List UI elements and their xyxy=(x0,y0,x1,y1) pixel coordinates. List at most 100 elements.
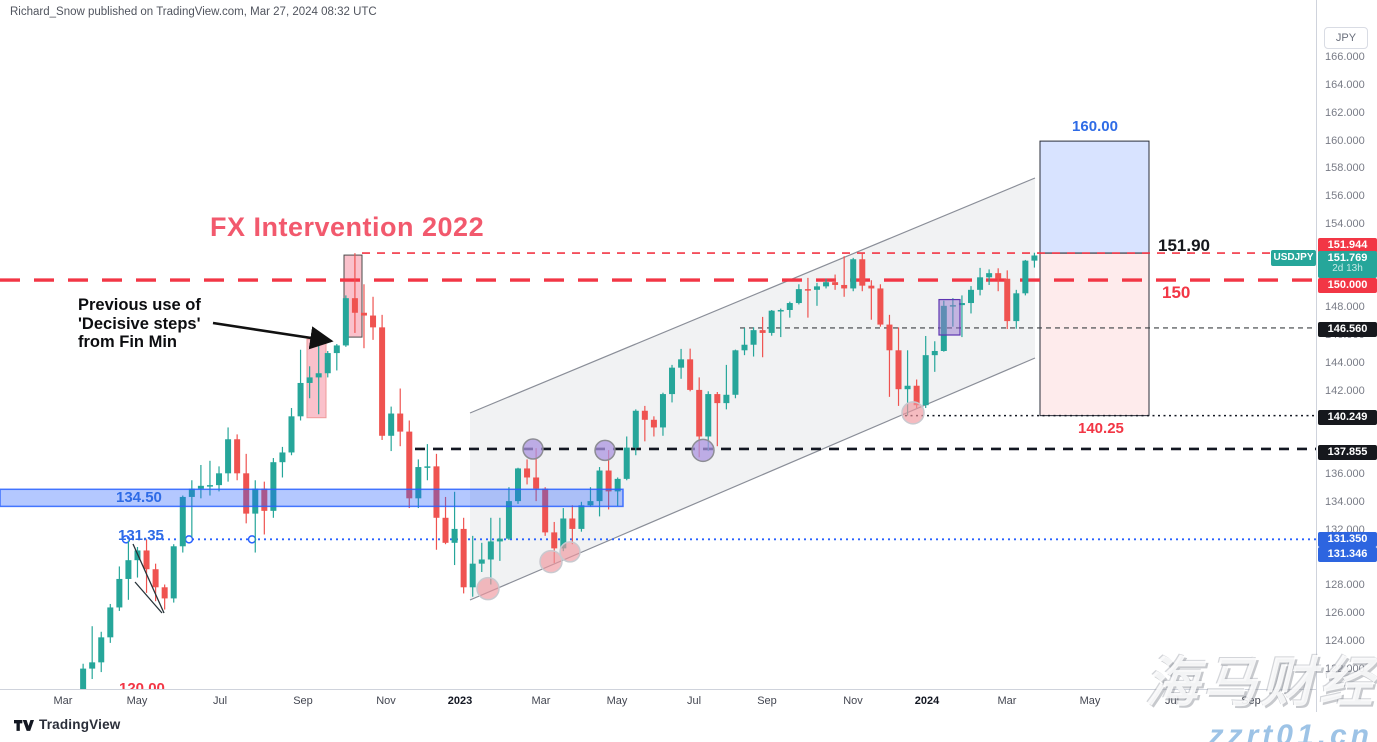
annotation-fx-intervention-title[interactable]: FX Intervention 2022 xyxy=(210,212,485,242)
time-axis[interactable]: Mar May Jul Sep Nov 2023 Mar May Jul Sep Nov 2024 Ma… xyxy=(0,689,1316,713)
candle-body xyxy=(750,330,757,345)
candle-body xyxy=(632,410,639,448)
candle-body xyxy=(732,350,739,395)
candle-body xyxy=(641,410,648,420)
price-tick: 160.000 xyxy=(1325,134,1365,147)
purple-marker-circle xyxy=(594,439,616,462)
time-tick: Mar xyxy=(531,695,551,707)
candle-body xyxy=(859,259,866,286)
price-label-chip: 146.560 xyxy=(1318,321,1377,337)
level-131.35-anchor xyxy=(121,535,131,544)
candle-body xyxy=(968,289,974,304)
candle-body xyxy=(823,282,830,287)
wedge-trendline xyxy=(132,543,165,614)
pink-marker-circle xyxy=(901,401,925,425)
candle-body xyxy=(596,470,603,502)
candle-body xyxy=(977,277,984,290)
candle-body xyxy=(578,505,585,529)
zone-label-134.50[interactable]: 134.50 xyxy=(116,489,162,506)
trend-channel-fill xyxy=(470,178,1035,600)
candle-body xyxy=(524,468,531,478)
price-tick: 162.000 xyxy=(1325,106,1365,119)
price-tick: 136.000 xyxy=(1325,468,1365,481)
candle-body xyxy=(714,394,721,404)
candle-body xyxy=(560,518,567,549)
pink-marker-circle xyxy=(476,576,500,601)
candle-body xyxy=(659,394,666,428)
candle-body xyxy=(161,587,168,599)
time-tick: Nov xyxy=(376,695,396,707)
time-tick: Jul xyxy=(212,695,228,707)
candle-body xyxy=(542,488,549,533)
time-tick: Sep xyxy=(1241,695,1261,707)
candle-body xyxy=(1013,293,1020,322)
tradingview-logo-text: TradingView xyxy=(39,717,121,732)
price-tick: 164.000 xyxy=(1325,79,1365,91)
chart-pane[interactable]: FX Intervention 2022 Previous use of 'De… xyxy=(0,0,1316,689)
annotation-decisive-steps-note[interactable]: Previous use of 'Decisive steps' from Fi… xyxy=(78,296,201,351)
time-tick: Nov xyxy=(843,695,863,707)
price-axis[interactable]: JPY 166.000 164.000 162.000 160.000 158.000 1… xyxy=(1316,0,1377,712)
candle-body xyxy=(804,289,811,291)
level-131.35-anchor xyxy=(247,535,257,544)
time-tick: Sep xyxy=(293,695,313,707)
price-tick: 134.000 xyxy=(1325,496,1365,508)
candle-body xyxy=(895,350,902,390)
target-label-140.25[interactable]: 140.25 xyxy=(1078,420,1124,437)
candle-body xyxy=(451,528,458,543)
time-tick: Sep xyxy=(757,695,777,707)
price-tick: 158.000 xyxy=(1325,162,1365,175)
candle-body xyxy=(768,310,775,333)
candle-body xyxy=(107,607,114,638)
candle-body xyxy=(342,298,349,346)
time-tick: Jul xyxy=(686,695,702,707)
tradingview-logo-icon xyxy=(14,719,34,731)
candle-body xyxy=(188,488,195,497)
candle-body xyxy=(1022,260,1029,294)
tradingview-logo[interactable]: TradingView xyxy=(14,717,120,732)
candle-body xyxy=(360,312,367,316)
level-label-151.90[interactable]: 151.90 xyxy=(1158,236,1210,255)
candle-body xyxy=(741,344,748,351)
candle-body xyxy=(279,452,286,463)
candle-body xyxy=(98,637,105,663)
level-label-150[interactable]: 150 xyxy=(1162,283,1191,302)
candle-body xyxy=(397,413,404,432)
candle-body xyxy=(605,470,612,492)
note-arrow xyxy=(212,321,334,350)
price-label-chip: 140.249 xyxy=(1318,409,1377,425)
line-label-120.00[interactable]: 120.00 xyxy=(119,680,165,689)
candle-body xyxy=(306,377,313,383)
time-tick: Jul xyxy=(1164,695,1180,707)
line-label-131.35[interactable]: 131.35 xyxy=(118,527,164,544)
candle-body xyxy=(669,367,676,395)
candle-body xyxy=(469,563,476,588)
target-label-160.00[interactable]: 160.00 xyxy=(1072,118,1118,135)
price-tick: 156.000 xyxy=(1325,190,1365,203)
candle-body xyxy=(261,488,268,511)
price-tick: 124.000 xyxy=(1325,635,1365,647)
watermark-url-text: zzrt01.cn xyxy=(1208,719,1373,742)
candle-body xyxy=(1031,255,1038,261)
candle-body xyxy=(995,273,1002,279)
candle-body xyxy=(442,517,449,543)
time-tick: 2023 xyxy=(447,695,473,707)
time-tick: Mar xyxy=(53,695,73,707)
candle-body xyxy=(587,501,594,506)
candle-body xyxy=(650,419,657,428)
candle-body xyxy=(705,394,712,437)
candlestick-chart[interactable] xyxy=(0,0,1316,689)
target-box-down xyxy=(1039,252,1150,417)
currency-toggle-button[interactable]: JPY xyxy=(1324,27,1368,49)
candle-body xyxy=(487,541,494,560)
price-tick: 122.000 xyxy=(1325,662,1365,675)
candle-body xyxy=(388,413,395,436)
candle-body xyxy=(324,353,331,374)
candle-body xyxy=(877,288,884,325)
candle-body xyxy=(225,439,232,474)
supply-zone-134.50 xyxy=(0,488,624,508)
candle-body xyxy=(125,560,132,579)
candle-body xyxy=(252,488,259,514)
candle-body xyxy=(433,466,440,518)
